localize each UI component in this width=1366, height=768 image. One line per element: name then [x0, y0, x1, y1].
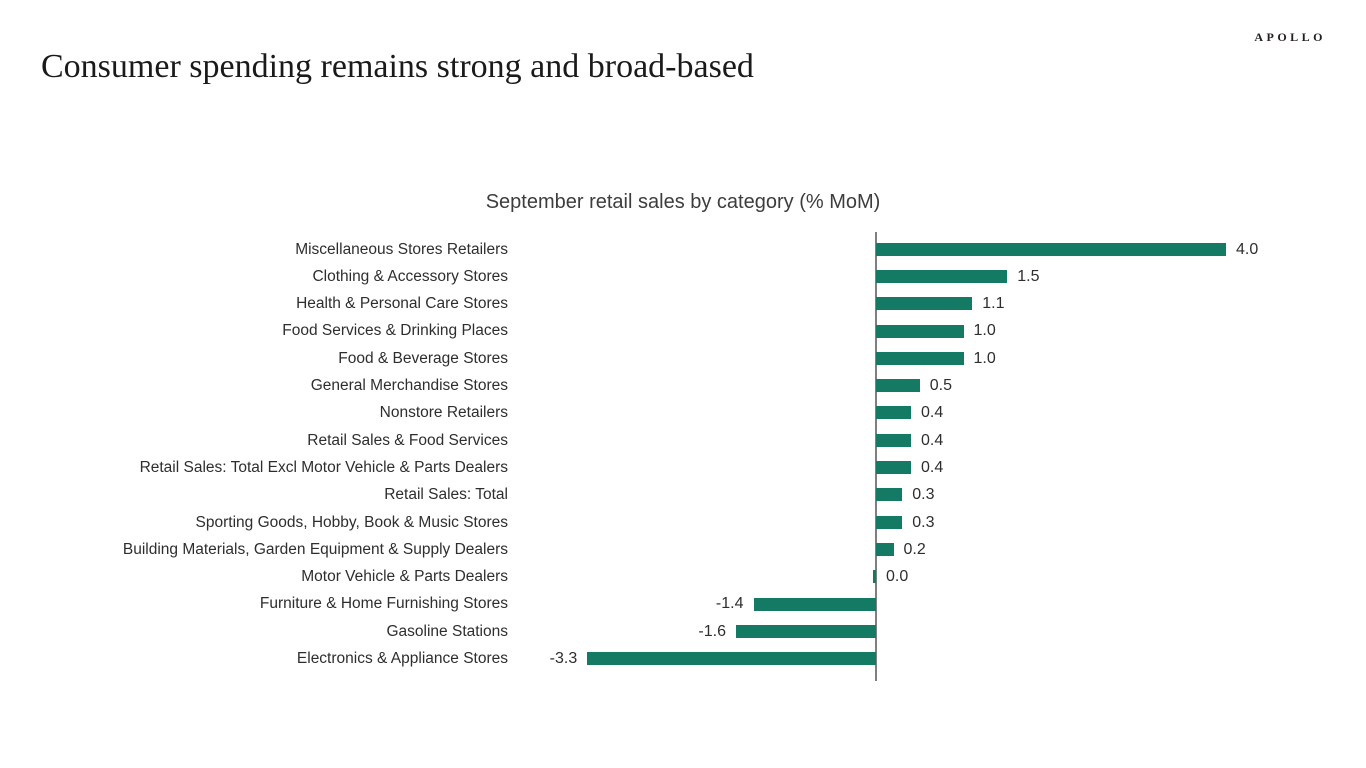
- chart-row: Motor Vehicle & Parts Dealers 0.0: [0, 563, 1366, 590]
- value-label: -1.4: [715, 595, 744, 613]
- chart-row: Health & Personal Care Stores 1.1: [0, 290, 1366, 317]
- bar: [876, 433, 911, 447]
- chart-row: Electronics & Appliance Stores -3.3: [0, 645, 1366, 672]
- category-label: Miscellaneous Stores Retailers: [295, 240, 508, 258]
- chart-row: Retail Sales & Food Services 0.4: [0, 427, 1366, 454]
- bar: [876, 406, 911, 420]
- chart-row: Building Materials, Garden Equipment & S…: [0, 536, 1366, 563]
- bar: [876, 269, 1008, 283]
- value-label: -3.3: [549, 650, 578, 667]
- value-label: 0.4: [921, 458, 944, 476]
- category-label: Gasoline Stations: [386, 622, 509, 640]
- bar: [753, 597, 876, 611]
- chart-row: Food Services & Drinking Places 1.0: [0, 317, 1366, 344]
- chart-row: Furniture & Home Furnishing Stores -1.4: [0, 590, 1366, 617]
- chart-title: September retail sales by category (% Mo…: [485, 191, 881, 213]
- value-label: 1.0: [973, 349, 996, 367]
- category-label: Nonstore Retailers: [379, 404, 508, 422]
- bar: [876, 542, 894, 556]
- value-label: 1.5: [1017, 267, 1040, 285]
- category-label: Health & Personal Care Stores: [296, 295, 508, 313]
- category-label: Motor Vehicle & Parts Dealers: [301, 568, 508, 586]
- value-label: 1.0: [973, 322, 996, 340]
- chart-row: Food & Beverage Stores 1.0: [0, 345, 1366, 372]
- bar: [876, 324, 964, 338]
- value-label: 0.0: [886, 568, 909, 586]
- bar: [876, 515, 903, 529]
- category-label: Sporting Goods, Hobby, Book & Music Stor…: [195, 513, 508, 531]
- chart-row: Nonstore Retailers 0.4: [0, 399, 1366, 426]
- bar: [876, 242, 1226, 256]
- apollo-logo: APOLLO: [1254, 30, 1326, 44]
- value-label: 0.3: [912, 513, 935, 531]
- category-label: Retail Sales: Total: [384, 486, 508, 504]
- bar: [876, 351, 964, 365]
- zero-axis-line: [875, 232, 877, 681]
- chart-row: Clothing & Accessory Stores 1.5: [0, 263, 1366, 290]
- value-label: 4.0: [1236, 240, 1259, 258]
- bar: [736, 624, 876, 638]
- value-label: 0.2: [903, 540, 926, 558]
- bar: [876, 461, 911, 475]
- chart-row: Sporting Goods, Hobby, Book & Music Stor…: [0, 509, 1366, 536]
- bar: [876, 379, 920, 393]
- category-label: Food Services & Drinking Places: [282, 322, 508, 340]
- category-label: Retail Sales: Total Excl Motor Vehicle &…: [139, 458, 508, 476]
- category-label: General Merchandise Stores: [310, 377, 508, 394]
- page-title: Consumer spending remains strong and bro…: [41, 48, 754, 85]
- category-label: Retail Sales & Food Services: [307, 431, 508, 449]
- value-label: 0.4: [921, 431, 944, 449]
- bar: [873, 570, 876, 584]
- value-label: 0.3: [912, 486, 935, 504]
- category-label: Clothing & Accessory Stores: [312, 267, 508, 285]
- category-label: Furniture & Home Furnishing Stores: [259, 595, 508, 613]
- value-label: 1.1: [982, 295, 1005, 313]
- bar: [876, 297, 973, 311]
- chart-row: Miscellaneous Stores Retailers 4.0: [0, 236, 1366, 263]
- category-label: Building Materials, Garden Equipment & S…: [122, 540, 508, 558]
- chart-row: Retail Sales: Total 0.3: [0, 481, 1366, 508]
- value-label: -1.6: [698, 622, 726, 640]
- category-label: Electronics & Appliance Stores: [296, 650, 508, 667]
- category-label: Food & Beverage Stores: [338, 349, 508, 367]
- bar: [876, 488, 903, 502]
- value-label: 0.5: [929, 377, 952, 394]
- value-label: 0.4: [921, 404, 944, 422]
- bar: [587, 652, 876, 666]
- chart-row: General Merchandise Stores 0.5: [0, 372, 1366, 399]
- chart-row: Gasoline Stations -1.6: [0, 618, 1366, 645]
- chart-row: Retail Sales: Total Excl Motor Vehicle &…: [0, 454, 1366, 481]
